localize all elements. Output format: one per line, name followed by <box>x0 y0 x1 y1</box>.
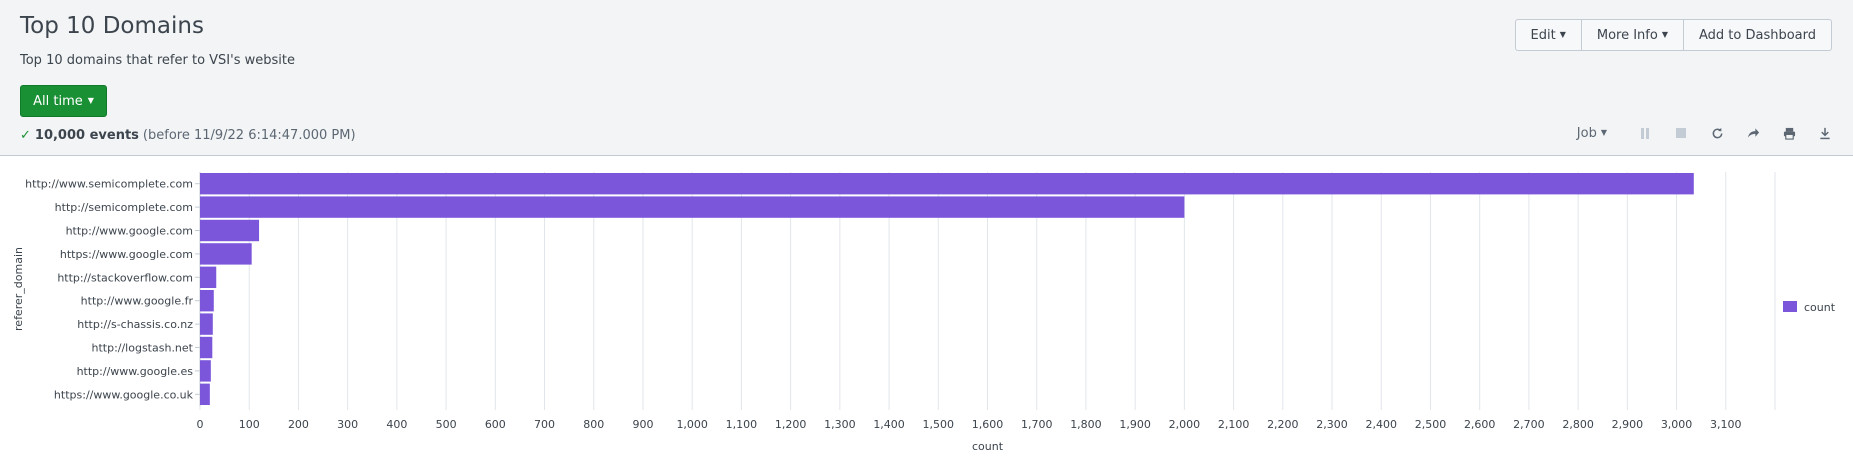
bar <box>200 243 252 265</box>
y-axis-title: referer_domain <box>12 247 25 331</box>
y-tick-label: http://www.google.es <box>77 365 194 378</box>
panel-actions: Edit ▼ More Info ▼ Add to Dashboard <box>1514 19 1832 51</box>
page-subtitle: Top 10 domains that refer to VSI's websi… <box>20 53 295 68</box>
edit-label: Edit <box>1530 27 1556 43</box>
panel-header: Top 10 Domains Top 10 domains that refer… <box>0 0 1853 156</box>
bar <box>200 266 217 288</box>
bar <box>200 360 211 382</box>
caret-down-icon: ▼ <box>1600 128 1607 137</box>
refresh-icon[interactable] <box>1707 123 1727 143</box>
search-status: ✓ 10,000 events (before 11/9/22 6:14:47.… <box>20 128 356 143</box>
x-tick-label: 700 <box>534 418 555 431</box>
x-tick-label: 2,700 <box>1513 418 1545 431</box>
search-timestamp: (before 11/9/22 6:14:47.000 PM) <box>142 128 356 143</box>
x-tick-label: 1,500 <box>923 418 955 431</box>
pause-icon <box>1635 123 1655 143</box>
x-tick-label: 1,900 <box>1119 418 1151 431</box>
time-range-picker-button[interactable]: All time ▼ <box>20 85 107 117</box>
x-tick-label: 0 <box>197 418 204 431</box>
y-tick-label: https://www.google.com <box>60 248 193 261</box>
x-tick-label: 2,000 <box>1169 418 1201 431</box>
bar <box>200 196 1185 218</box>
x-tick-label: 1,200 <box>775 418 807 431</box>
stop-icon <box>1671 123 1691 143</box>
x-tick-label: 600 <box>485 418 506 431</box>
job-menu-button[interactable]: Job ▼ <box>1577 126 1607 141</box>
x-tick-label: 2,300 <box>1316 418 1348 431</box>
legend-label: count <box>1804 301 1836 314</box>
x-tick-label: 1,700 <box>1021 418 1053 431</box>
y-tick-label: http://stackoverflow.com <box>57 271 193 284</box>
add-to-dashboard-label: Add to Dashboard <box>1698 27 1816 43</box>
y-tick-label: https://www.google.co.uk <box>54 388 194 401</box>
y-tick-label: http://www.google.com <box>66 225 193 238</box>
print-icon[interactable] <box>1779 123 1799 143</box>
more-info-button[interactable]: More Info ▼ <box>1582 20 1684 50</box>
export-icon[interactable] <box>1815 123 1835 143</box>
x-tick-label: 3,100 <box>1710 418 1742 431</box>
x-tick-label: 2,500 <box>1415 418 1447 431</box>
x-tick-label: 2,900 <box>1612 418 1644 431</box>
job-label: Job <box>1576 125 1597 141</box>
x-tick-label: 400 <box>386 418 407 431</box>
caret-down-icon: ▼ <box>1661 30 1668 39</box>
y-tick-label: http://www.google.fr <box>81 295 194 308</box>
page-title: Top 10 Domains <box>20 13 204 39</box>
x-tick-label: 300 <box>337 418 358 431</box>
x-tick-label: 900 <box>632 418 653 431</box>
add-to-dashboard-button[interactable]: Add to Dashboard <box>1684 20 1831 50</box>
x-tick-label: 200 <box>288 418 309 431</box>
x-tick-label: 800 <box>583 418 604 431</box>
x-tick-label: 2,600 <box>1464 418 1496 431</box>
x-tick-label: 2,800 <box>1562 418 1594 431</box>
y-tick-label: http://s-chassis.co.nz <box>77 318 193 331</box>
y-tick-label: http://www.semicomplete.com <box>25 178 193 191</box>
event-count: 10,000 events <box>34 128 139 143</box>
share-icon[interactable] <box>1743 123 1763 143</box>
x-tick-label: 1,300 <box>824 418 856 431</box>
y-tick-label: http://semicomplete.com <box>55 201 193 214</box>
caret-down-icon: ▼ <box>1559 30 1566 39</box>
time-range-label: All time <box>33 93 83 109</box>
x-tick-label: 2,200 <box>1267 418 1299 431</box>
x-tick-label: 1,000 <box>676 418 708 431</box>
check-icon: ✓ <box>20 128 31 143</box>
bar <box>200 313 213 335</box>
bar <box>200 219 260 242</box>
legend-swatch <box>1783 301 1797 312</box>
x-tick-label: 2,400 <box>1366 418 1398 431</box>
more-info-label: More Info <box>1596 27 1658 43</box>
bar <box>200 336 213 359</box>
job-toolbar: Job ▼ <box>1577 123 1835 143</box>
bar-chart: 0 100 200 300 400 500 600 700 800 900 1,000 1,100 1,… <box>12 172 1836 453</box>
x-tick-label: 1,600 <box>972 418 1004 431</box>
x-axis-title: count <box>972 440 1004 453</box>
x-tick-label: 1,400 <box>873 418 905 431</box>
x-tick-label: 3,000 <box>1661 418 1693 431</box>
y-tick-label: http://logstash.net <box>91 342 193 355</box>
x-tick-label: 500 <box>436 418 457 431</box>
bar <box>200 290 214 312</box>
x-tick-label: 1,100 <box>726 418 758 431</box>
x-tick-label: 1,800 <box>1070 418 1102 431</box>
edit-button[interactable]: Edit ▼ <box>1516 20 1582 50</box>
caret-down-icon: ▼ <box>87 96 94 105</box>
x-tick-label: 100 <box>239 418 260 431</box>
x-tick-label: 2,100 <box>1218 418 1250 431</box>
bar <box>200 383 210 405</box>
bar <box>200 173 1694 195</box>
